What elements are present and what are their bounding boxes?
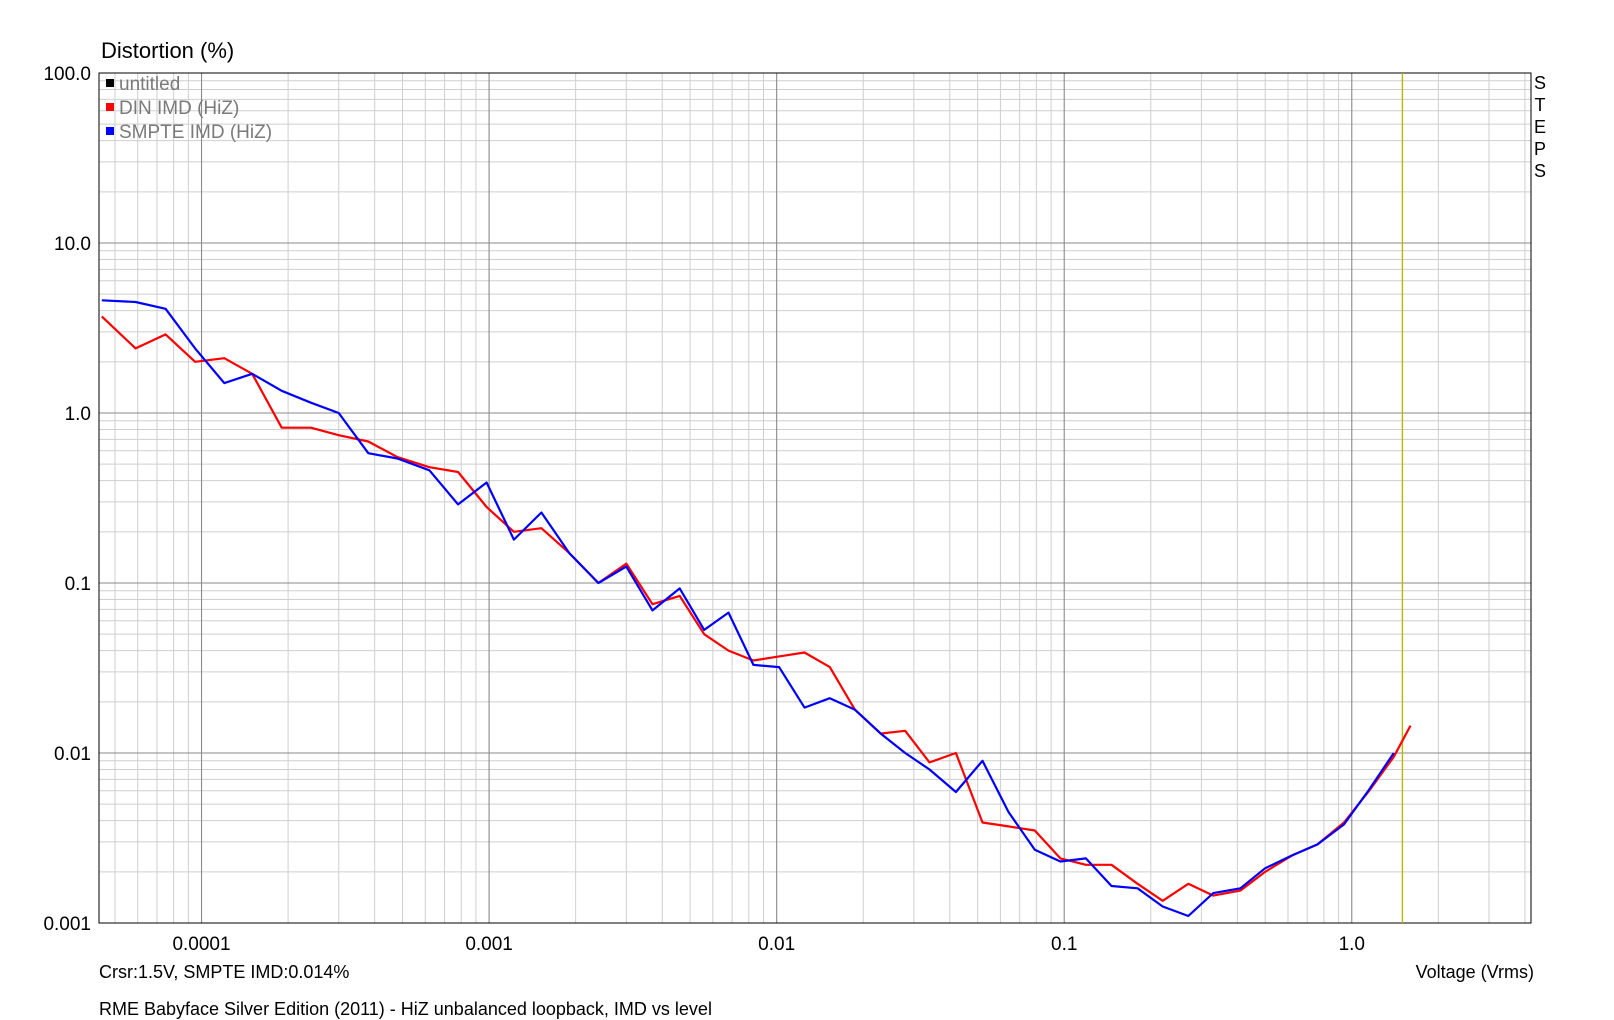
steps-letter: S — [1533, 73, 1546, 93]
y-tick-label: 0.1 — [65, 574, 91, 595]
y-axis-label: Distortion (%) — [101, 38, 235, 63]
legend-entry: DIN IMD (HiZ) — [119, 98, 239, 119]
steps-letter: E — [1533, 117, 1546, 137]
cursor-readout: Crsr:1.5V, SMPTE IMD:0.014% — [99, 962, 350, 982]
x-tick-label: 0.001 — [465, 934, 513, 955]
minor-grid — [99, 73, 1531, 923]
series-line — [101, 315, 1412, 902]
steps-letter: S — [1533, 161, 1546, 181]
steps-letter: T — [1534, 95, 1546, 115]
legend-entry: SMPTE IMD (HiZ) — [119, 122, 272, 143]
y-tick-label: 0.01 — [54, 744, 91, 765]
x-tick-label: 0.0001 — [172, 934, 230, 955]
x-axis-label: Voltage (Vrms) — [1415, 962, 1534, 982]
x-tick-label: 0.01 — [758, 934, 795, 955]
legend-swatch — [106, 79, 114, 87]
major-grid — [99, 72, 1531, 924]
chart-caption: RME Babyface Silver Edition (2011) - HiZ… — [99, 999, 712, 1019]
legend-swatch — [106, 127, 114, 135]
legend-swatch — [106, 103, 114, 111]
legend: untitled DIN IMD (HiZ) SMPTE IMD (HiZ) — [106, 74, 272, 143]
series-layer — [101, 299, 1412, 918]
y-tick-label: 1.0 — [65, 404, 91, 425]
legend-entry: untitled — [119, 74, 180, 95]
y-tick-labels: 0.001 0.01 0.1 1.0 10.0 100.0 — [43, 64, 91, 935]
x-tick-label: 0.1 — [1051, 934, 1077, 955]
x-tick-labels: 0.0001 0.001 0.01 0.1 1.0 — [172, 934, 1365, 955]
x-tick-label: 1.0 — [1339, 934, 1365, 955]
steps-letter: P — [1533, 139, 1546, 159]
y-tick-label: 10.0 — [54, 234, 91, 255]
series-line — [101, 299, 1395, 918]
y-tick-label: 0.001 — [43, 914, 91, 935]
plot-frame — [98, 72, 1532, 924]
y-tick-label: 100.0 — [43, 64, 91, 85]
